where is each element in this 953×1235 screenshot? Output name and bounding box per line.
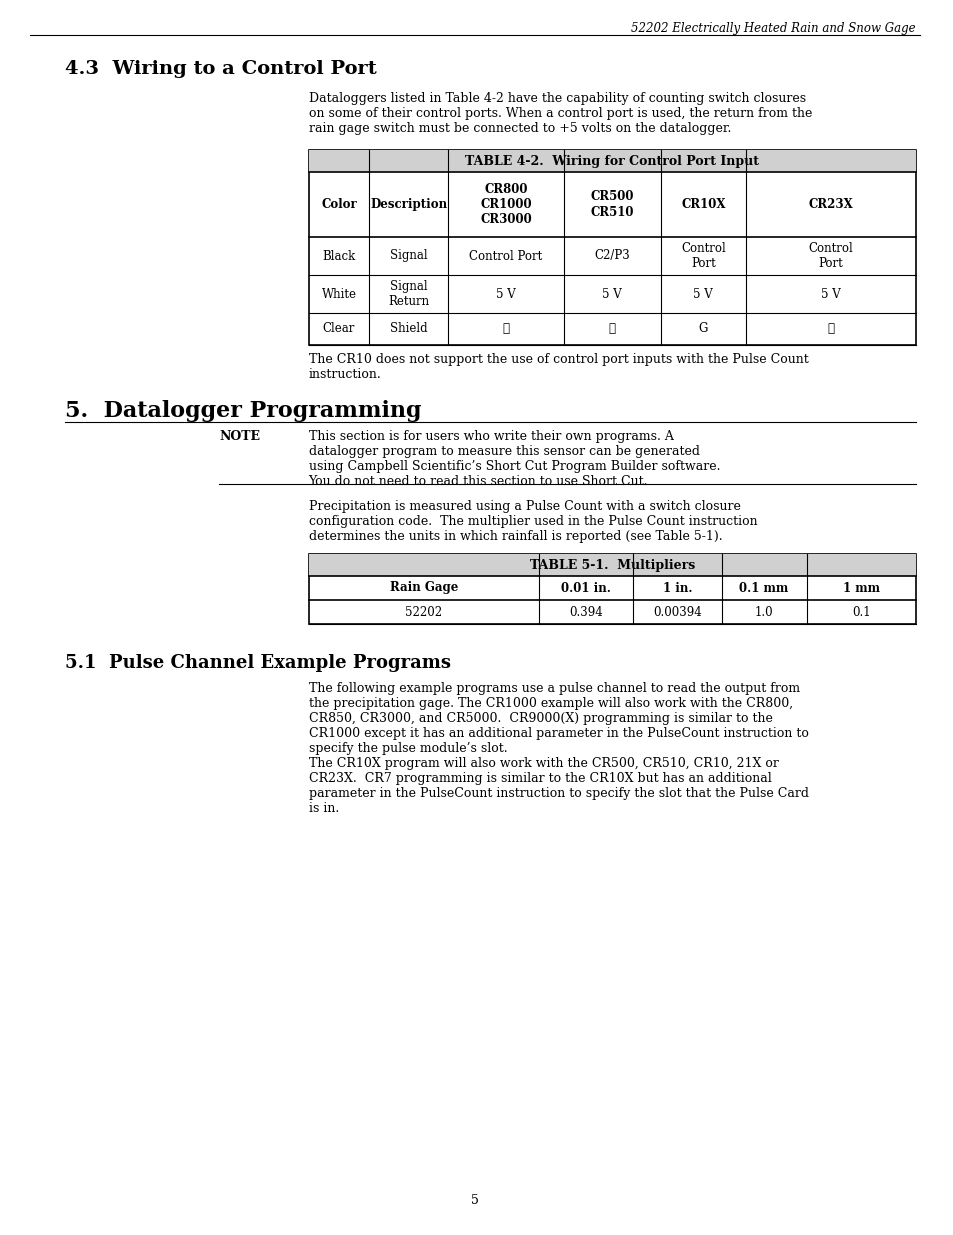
Text: Control Port: Control Port	[469, 249, 542, 263]
Text: 0.394: 0.394	[569, 605, 602, 619]
Text: 52202: 52202	[405, 605, 442, 619]
Text: 5 V: 5 V	[496, 288, 516, 300]
Text: Shield: Shield	[390, 322, 427, 336]
Text: NOTE: NOTE	[219, 430, 260, 443]
Text: C2/P3: C2/P3	[594, 249, 630, 263]
Text: Rain Gage: Rain Gage	[390, 582, 457, 594]
Text: Color: Color	[321, 198, 356, 211]
Text: CR800
CR1000
CR3000: CR800 CR1000 CR3000	[479, 183, 531, 226]
Text: 5.1  Pulse Channel Example Programs: 5.1 Pulse Channel Example Programs	[65, 655, 450, 672]
Text: Description: Description	[370, 198, 447, 211]
Text: Signal: Signal	[390, 249, 427, 263]
Text: 0.1: 0.1	[851, 605, 870, 619]
Text: TABLE 4-2.  Wiring for Control Port Input: TABLE 4-2. Wiring for Control Port Input	[465, 154, 759, 168]
Text: CR500
CR510: CR500 CR510	[590, 190, 634, 219]
Bar	[308, 149, 915, 345]
Text: This section is for users who write their own programs. A
datalogger program to : This section is for users who write thei…	[308, 430, 720, 488]
Text: 1 mm: 1 mm	[841, 582, 879, 594]
Text: 5 V: 5 V	[601, 288, 621, 300]
Text: ⏚: ⏚	[608, 322, 615, 336]
Text: 5.  Datalogger Programming: 5. Datalogger Programming	[65, 400, 421, 422]
Text: 52202 Electrically Heated Rain and Snow Gage: 52202 Electrically Heated Rain and Snow …	[631, 22, 915, 35]
Text: Precipitation is measured using a Pulse Count with a switch closure
configuratio: Precipitation is measured using a Pulse …	[308, 500, 757, 543]
Text: 0.01 in.: 0.01 in.	[561, 582, 611, 594]
Text: 1 in.: 1 in.	[662, 582, 692, 594]
Text: 5 V: 5 V	[821, 288, 840, 300]
Text: 4.3  Wiring to a Control Port: 4.3 Wiring to a Control Port	[65, 61, 376, 78]
Text: White: White	[321, 288, 356, 300]
Text: 0.00394: 0.00394	[653, 605, 701, 619]
Text: 5: 5	[471, 1194, 478, 1207]
Text: Control
Port: Control Port	[807, 242, 852, 270]
Text: ⏚: ⏚	[826, 322, 834, 336]
Text: Control
Port: Control Port	[680, 242, 725, 270]
Text: Black: Black	[322, 249, 355, 263]
Text: 1.0: 1.0	[754, 605, 773, 619]
Text: The CR10X program will also work with the CR500, CR510, CR10, 21X or
CR23X.  CR7: The CR10X program will also work with th…	[308, 757, 808, 815]
Bar	[308, 555, 915, 624]
Text: CR23X: CR23X	[807, 198, 852, 211]
Text: The CR10 does not support the use of control port inputs with the Pulse Count
in: The CR10 does not support the use of con…	[308, 353, 807, 382]
Text: Dataloggers listed in Table 4-2 have the capability of counting switch closures
: Dataloggers listed in Table 4-2 have the…	[308, 91, 811, 135]
Text: CR10X: CR10X	[680, 198, 725, 211]
Text: Clear: Clear	[322, 322, 355, 336]
Text: G: G	[698, 322, 707, 336]
Text: 0.1 mm: 0.1 mm	[739, 582, 788, 594]
Text: Signal
Return: Signal Return	[388, 280, 429, 308]
Bar	[308, 149, 915, 172]
Bar	[308, 555, 915, 576]
Text: 5 V: 5 V	[693, 288, 713, 300]
Text: TABLE 5-1.  Multipliers: TABLE 5-1. Multipliers	[529, 558, 694, 572]
Text: ⏚: ⏚	[502, 322, 509, 336]
Text: The following example programs use a pulse channel to read the output from
the p: The following example programs use a pul…	[308, 682, 807, 755]
